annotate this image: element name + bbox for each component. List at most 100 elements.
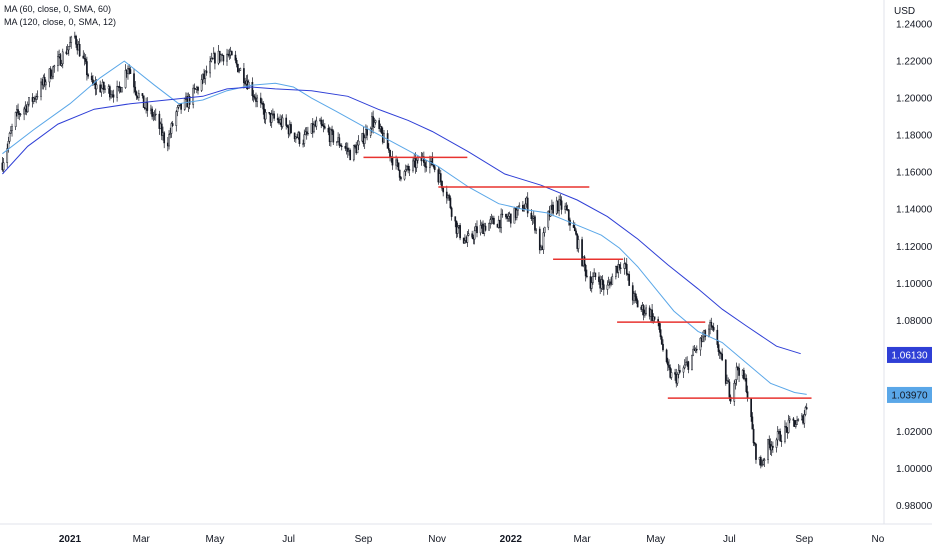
candle-body (349, 150, 352, 161)
candle-body (340, 145, 343, 147)
candle-body (352, 145, 355, 161)
candle-body (327, 127, 330, 133)
candle-body (346, 147, 349, 152)
candle-body (67, 46, 70, 51)
price-axis[interactable]: 1.24000 1.22000 1.20000 1.18000 1.16000 1.140… (896, 20, 932, 512)
candle-body (560, 200, 563, 210)
candle-body (243, 68, 245, 84)
x-tick-label: No (872, 534, 885, 545)
candle-body (168, 134, 170, 147)
candle-body (163, 132, 166, 144)
candle-body (118, 85, 121, 88)
candle-body (792, 418, 795, 421)
candle-body (509, 213, 512, 224)
y-tick-label: 1.18000 (896, 131, 932, 142)
candle-body (220, 54, 222, 61)
candle-body (408, 169, 411, 171)
candle-body (590, 282, 593, 289)
y-tick-label: 1.10000 (896, 279, 932, 290)
candle-body (653, 316, 656, 320)
candle-body (141, 93, 144, 97)
candle-body (285, 117, 288, 126)
candle-body (746, 391, 749, 399)
candle-body (209, 60, 211, 74)
candle-body (14, 112, 17, 127)
candle-body (761, 464, 763, 466)
candle-body (635, 296, 638, 301)
x-tick-label: Mar (133, 534, 151, 545)
candle-body (323, 126, 326, 129)
candle-body (780, 440, 783, 442)
candle-body (356, 144, 359, 154)
candle-body (160, 123, 163, 136)
candle-body (679, 370, 681, 373)
candle-body (28, 97, 30, 105)
candle-body (651, 309, 653, 321)
time-axis[interactable]: 2021 Mar May Jul Sep Nov 2022 Mar May Jul Sep No (59, 534, 885, 545)
candle-body (75, 35, 77, 45)
candle-body (298, 132, 301, 145)
candle-body (473, 230, 476, 240)
candle-body (363, 137, 366, 144)
candle-body (43, 76, 46, 86)
candle-body (535, 228, 538, 231)
candle-body (634, 293, 637, 297)
candle-body (493, 217, 495, 225)
candle-body (110, 94, 112, 98)
candle-body (228, 54, 231, 56)
candle-body (380, 126, 383, 134)
y-tick-label: 1.08000 (896, 316, 932, 327)
candle-body (518, 204, 521, 207)
candle-body (666, 361, 669, 366)
candle-body (322, 125, 325, 127)
candle-body (618, 264, 621, 269)
candle-body (668, 364, 670, 368)
candle-body (338, 137, 341, 146)
candle-body (281, 117, 284, 127)
legend-ma60[interactable]: MA (60, close, 0, SMA, 60) (4, 4, 112, 14)
candle-body (415, 160, 418, 169)
candle-body (738, 367, 740, 376)
candle-body (170, 123, 173, 134)
candle-body (180, 103, 182, 110)
legend-ma120[interactable]: MA (120, close, 0, SMA, 12) (4, 17, 117, 27)
candle-body (733, 382, 736, 402)
y-tick-label: 1.02000 (896, 427, 932, 438)
candle-body (598, 276, 600, 282)
candle-body (602, 284, 605, 290)
candle-body (805, 407, 808, 410)
candle-body (552, 204, 554, 214)
candle-body (176, 106, 179, 112)
candle-body (785, 426, 788, 429)
candle-body (127, 68, 129, 74)
candle-body (701, 336, 704, 342)
candle-body (230, 51, 233, 56)
candle-body (86, 61, 88, 76)
candle-body (36, 96, 39, 98)
x-tick-label: May (205, 534, 224, 545)
candle-body (270, 113, 273, 123)
candle-body (305, 131, 308, 135)
candle-body (636, 300, 639, 308)
candle-body (594, 272, 597, 278)
candle-body (484, 225, 487, 231)
candle-body (439, 173, 442, 182)
candle-body (515, 209, 518, 218)
candlestick-series (1, 31, 808, 469)
candle-body (575, 230, 577, 235)
candle-body (32, 97, 35, 102)
candle-body (134, 86, 137, 93)
price-badges: 1.06130 1.03970 (887, 346, 932, 403)
price-badge-bg (887, 386, 932, 403)
candle-body (214, 53, 216, 64)
candle-body (628, 274, 631, 286)
candle-body (286, 125, 289, 128)
candle-body (450, 207, 453, 217)
candle-body (547, 210, 550, 228)
candle-body (721, 353, 724, 361)
candle-body (729, 396, 732, 402)
candle-body (751, 416, 754, 430)
candle-body (542, 232, 545, 250)
candle-body (264, 112, 267, 120)
